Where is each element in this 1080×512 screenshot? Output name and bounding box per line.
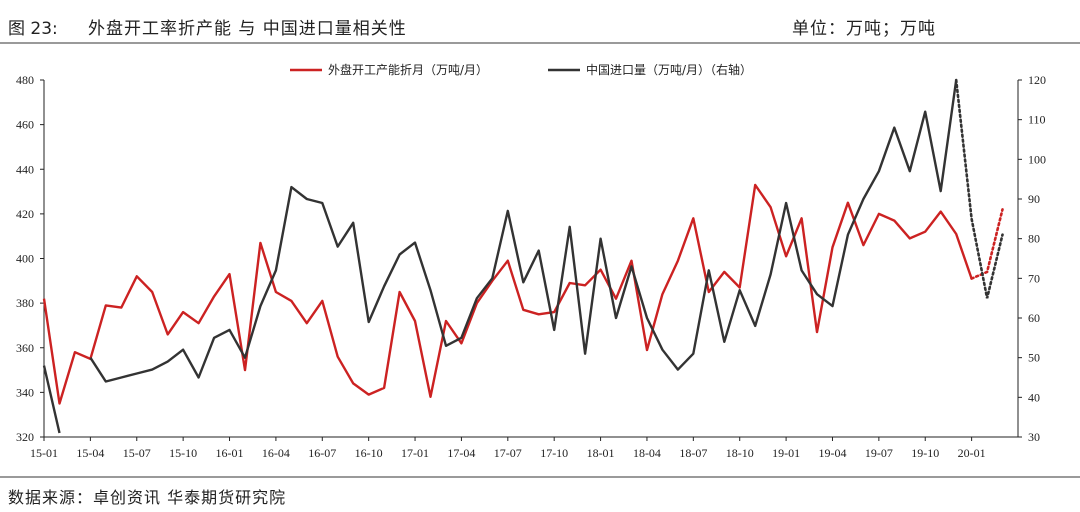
left-tick-label: 320 <box>16 430 34 444</box>
chart-axes: 320 340 360 380 400 420 440 460 480 30 40 50 60 70 80 9… <box>16 73 1046 460</box>
chart-title: 外盘开工率折产能 与 中国进口量相关性 <box>88 19 407 39</box>
x-tick-label: 16-10 <box>355 446 383 460</box>
footer-divider <box>0 476 1080 478</box>
left-tick-label: 460 <box>16 118 34 132</box>
x-tick-label: 19-04 <box>818 446 846 460</box>
left-tick-label: 380 <box>16 296 34 310</box>
series-projection-2 <box>954 78 1004 299</box>
header-divider <box>0 42 1080 44</box>
right-tick-label: 40 <box>1028 390 1040 404</box>
x-tick-label: 17-10 <box>540 446 568 460</box>
x-tick-label: 16-04 <box>262 446 290 460</box>
series-line-1 <box>42 183 973 405</box>
left-tick-label: 440 <box>16 162 34 176</box>
x-tick-label: 18-07 <box>679 446 707 460</box>
x-tick-label: 20-01 <box>958 446 986 460</box>
x-tick-label: 15-04 <box>76 446 104 460</box>
right-tick-label: 80 <box>1028 232 1040 246</box>
x-tick-label: 18-10 <box>726 446 754 460</box>
left-tick-label: 480 <box>16 73 34 87</box>
x-tick-label: 19-07 <box>865 446 893 460</box>
unit-label: 单位：万吨；万吨 <box>792 19 936 39</box>
left-tick-label: 420 <box>16 207 34 221</box>
x-tick-label: 17-04 <box>447 446 475 460</box>
right-tick-label: 100 <box>1028 152 1046 166</box>
x-tick-label: 15-10 <box>169 446 197 460</box>
chart-lines <box>42 78 1004 434</box>
x-tick-label: 18-01 <box>587 446 615 460</box>
right-tick-label: 60 <box>1028 311 1040 325</box>
chart-legend: 外盘开工产能折月（万吨/月） 中国进口量（万吨/月）（右轴） <box>290 62 752 77</box>
line-chart: 320 340 360 380 400 420 440 460 480 30 40 50 60 70 80 9… <box>16 62 1046 460</box>
right-tick-label: 110 <box>1028 113 1046 127</box>
right-tick-label: 90 <box>1028 192 1040 206</box>
x-tick-label: 17-07 <box>494 446 522 460</box>
x-tick-label: 17-01 <box>401 446 429 460</box>
x-tick-label: 18-04 <box>633 446 661 460</box>
figure-label: 图 23: <box>8 19 58 39</box>
source-note: 数据来源：卓创资讯 华泰期货研究院 <box>8 488 287 507</box>
x-tick-label: 19-01 <box>772 446 800 460</box>
x-tick-label: 15-07 <box>123 446 151 460</box>
x-tick-label: 19-10 <box>911 446 939 460</box>
legend-label-1: 外盘开工产能折月（万吨/月） <box>328 62 488 77</box>
right-tick-label: 120 <box>1028 73 1046 87</box>
right-tick-label: 70 <box>1028 271 1040 285</box>
x-tick-label: 16-07 <box>308 446 336 460</box>
x-tick-label: 16-01 <box>216 446 244 460</box>
right-tick-label: 50 <box>1028 351 1040 365</box>
left-tick-label: 340 <box>16 385 34 399</box>
right-tick-label: 30 <box>1028 430 1040 444</box>
x-tick-label: 15-01 <box>30 446 58 460</box>
left-tick-label: 360 <box>16 341 34 355</box>
series-projection-1 <box>970 208 1004 280</box>
legend-label-2: 中国进口量（万吨/月）（右轴） <box>586 62 752 77</box>
series-line-2 <box>42 79 958 434</box>
left-tick-label: 400 <box>16 252 34 266</box>
chart-header: 图 23: 外盘开工率折产能 与 中国进口量相关性 单位：万吨；万吨 <box>0 0 1080 44</box>
